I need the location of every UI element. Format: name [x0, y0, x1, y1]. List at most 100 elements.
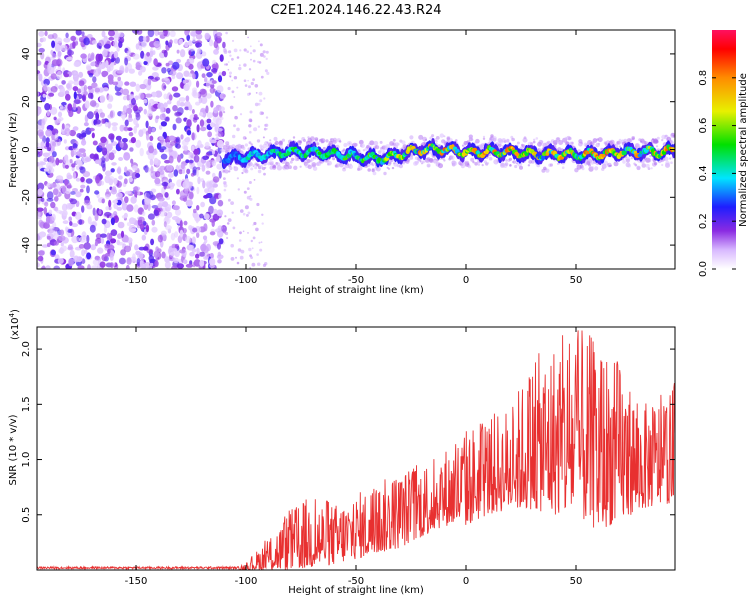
heatmap-noise-cell — [47, 165, 52, 174]
heatmap-noise-cell — [257, 262, 261, 266]
heatmap-halo-cell — [672, 134, 675, 138]
heatmap-noise-cell — [107, 248, 111, 254]
heatmap-halo-cell — [401, 140, 406, 145]
heatmap-noise-cell — [231, 57, 234, 61]
heatmap-noise-cell — [164, 192, 169, 198]
heatmap-noise-cell — [72, 102, 77, 111]
heatmap-noise-cell — [108, 206, 112, 211]
heatmap-noise-cell — [42, 152, 50, 158]
heatmap-noise-cell — [54, 196, 59, 202]
heatmap-noise-cell — [37, 182, 45, 191]
heatmap-halo-cell — [649, 155, 652, 158]
heatmap-halo-cell — [474, 162, 478, 166]
heatmap-halo-cell — [597, 137, 603, 143]
heatmap-noise-cell — [191, 132, 195, 141]
heatmap-noise-cell — [149, 158, 154, 166]
heatmap-noise-cell — [237, 188, 240, 191]
heatmap-noise-cell — [72, 126, 79, 131]
heatmap-halo-cell — [424, 138, 428, 141]
heatmap-noise-cell — [77, 153, 85, 158]
heatmap-noise-cell — [129, 81, 137, 87]
heatmap-noise-cell — [219, 110, 223, 118]
heatmap-noise-cell — [195, 101, 201, 106]
heatmap-noise-cell — [135, 250, 141, 256]
heatmap-noise-cell — [45, 141, 50, 148]
heatmap-noise-cell — [135, 139, 142, 148]
heatmap-noise-cell — [72, 41, 76, 49]
heatmap-halo-cell — [616, 140, 621, 145]
heatmap-noise-cell — [205, 93, 212, 99]
heatmap-noise-cell — [51, 213, 56, 222]
heatmap-noise-cell — [234, 115, 238, 120]
heatmap-noise-cell — [198, 97, 203, 104]
heatmap-noise-cell — [141, 234, 146, 241]
heatmap-noise-cell — [160, 146, 167, 151]
heatmap-halo-cell — [406, 161, 409, 164]
heatmap-noise-cell — [43, 207, 48, 215]
heatmap-noise-cell — [108, 152, 115, 161]
heatmap-noise-cell — [157, 31, 165, 36]
heatmap-noise-cell — [263, 55, 266, 58]
heatmap-noise-cell — [248, 68, 252, 71]
heatmap-noise-cell — [185, 199, 193, 207]
heatmap-noise-cell — [243, 79, 247, 82]
heatmap-noise-cell — [38, 250, 45, 256]
heatmap-noise-cell — [126, 222, 132, 227]
heatmap-halo-cell — [647, 167, 651, 171]
heatmap-noise-cell — [193, 114, 198, 118]
heatmap-noise-cell — [217, 199, 224, 207]
heatmap-halo-cell — [316, 142, 320, 146]
heatmap-noise-cell — [261, 222, 264, 225]
heatmap-noise-cell — [100, 180, 105, 186]
heatmap-halo-cell — [532, 140, 536, 144]
heatmap-noise-cell — [192, 73, 196, 80]
heatmap-noise-cell — [193, 208, 197, 214]
heatmap-noise-cell — [37, 124, 42, 130]
heatmap-halo-cell — [609, 164, 612, 167]
heatmap-noise-cell — [127, 117, 133, 122]
heatmap-noise-cell — [258, 40, 260, 43]
heatmap-noise-cell — [254, 102, 259, 107]
heatmap-halo-cell — [391, 166, 395, 170]
heatmap-noise-cell — [121, 110, 126, 116]
heatmap-noise-cell — [147, 30, 155, 38]
heatmap-noise-cell — [241, 171, 244, 175]
heatmap-noise-cell — [37, 70, 41, 74]
y-tick-label: 1.0 — [21, 452, 32, 468]
heatmap-noise-cell — [67, 232, 72, 238]
heatmap-noise-cell — [197, 48, 202, 55]
x-tick-label: -50 — [348, 576, 364, 587]
heatmap-noise-cell — [173, 257, 179, 264]
heatmap-noise-cell — [90, 61, 96, 67]
heatmap-halo-cell — [631, 137, 635, 141]
heatmap-noise-cell — [89, 100, 97, 107]
heatmap-noise-cell — [218, 194, 222, 199]
heatmap-noise-cell — [211, 68, 218, 73]
heatmap-noise-cell — [107, 74, 114, 81]
y-tick-label: 0.5 — [21, 507, 32, 523]
heatmap-noise-cell — [252, 236, 256, 240]
heatmap-halo-cell — [557, 147, 561, 151]
heatmap-halo-cell — [641, 163, 647, 168]
heatmap-noise-cell — [91, 40, 98, 45]
heatmap-noise-cell — [51, 40, 56, 48]
colorbar: 0.0 0.2 0.4 0.6 0.8 Normalized spectral ampl… — [698, 30, 749, 277]
heatmap-noise-cell — [96, 66, 101, 72]
heatmap-noise-cell — [265, 57, 268, 61]
heatmap-noise-cell — [231, 90, 235, 94]
colorbar-label: Normalized spectral amplitude — [738, 73, 749, 227]
heatmap-noise-cell — [153, 157, 159, 164]
heatmap-halo-cell — [276, 165, 282, 171]
heatmap-noise-cell — [171, 247, 178, 253]
heatmap-noise-cell — [50, 249, 56, 256]
heatmap-noise-cell — [110, 217, 115, 226]
heatmap-noise-cell — [189, 251, 195, 257]
heatmap-noise-cell — [101, 30, 106, 38]
heatmap-halo-cell — [354, 143, 358, 147]
heatmap-noise-cell — [219, 54, 224, 62]
heatmap-halo-cell — [558, 140, 564, 145]
heatmap-noise-cell — [233, 48, 238, 53]
heatmap-noise-cell — [92, 207, 96, 216]
heatmap-noise-cell — [149, 135, 154, 142]
heatmap-noise-cell — [255, 92, 258, 94]
